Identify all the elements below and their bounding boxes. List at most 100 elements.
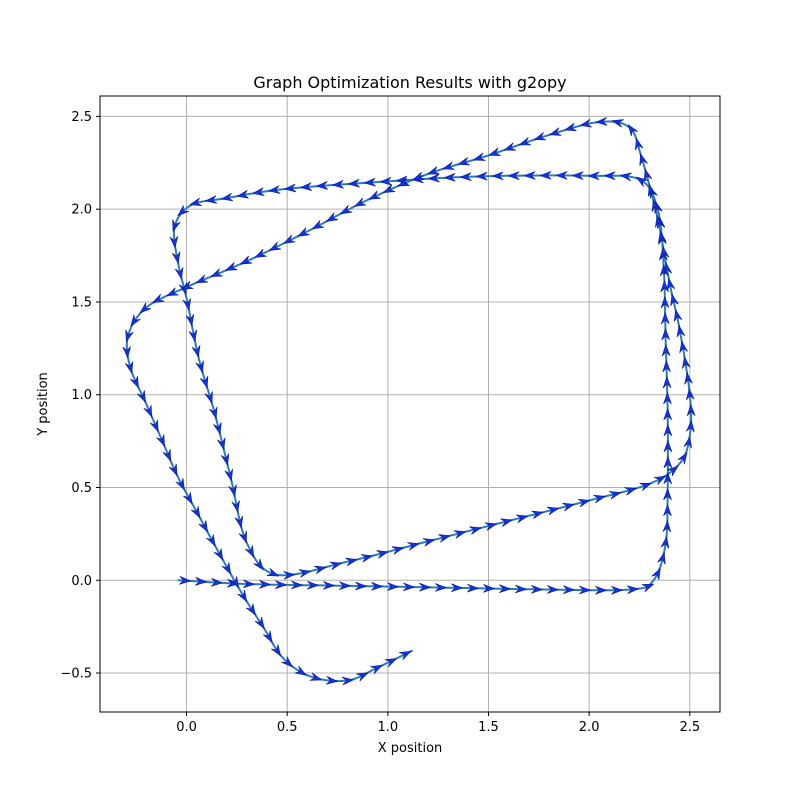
pose-arrow xyxy=(209,406,218,420)
y-tick-label: 1.5 xyxy=(71,295,92,310)
pose-arrow xyxy=(180,280,194,290)
pose-arrow xyxy=(488,147,501,156)
pose-arrow xyxy=(236,190,249,199)
pose-arrow xyxy=(407,542,420,551)
pose-arrow xyxy=(325,212,339,222)
pose-arrow xyxy=(593,494,607,504)
pose-arrow xyxy=(355,581,368,591)
pose-arrow xyxy=(587,171,600,181)
pose-arrow xyxy=(403,582,416,592)
pose-arrow xyxy=(139,302,152,314)
pose-arrow xyxy=(663,408,672,421)
x-tick-label: 0.5 xyxy=(277,720,298,735)
pose-arrow xyxy=(639,153,648,166)
pose-arrow xyxy=(467,583,480,593)
pose-arrow xyxy=(611,119,624,128)
pose-arrow xyxy=(426,166,440,175)
pose-arrow xyxy=(662,360,671,373)
pose-arrow xyxy=(297,227,310,237)
pose-arrow xyxy=(213,548,224,561)
pose-arrow xyxy=(472,152,486,161)
pose-arrow xyxy=(314,565,327,575)
pose-arrow xyxy=(651,199,661,212)
pose-arrow xyxy=(673,309,683,322)
pose-arrow xyxy=(595,586,608,595)
pose-arrow xyxy=(643,168,653,182)
pose-arrow xyxy=(435,583,448,592)
pose-arrow xyxy=(234,515,244,529)
pose-arrow xyxy=(210,578,224,587)
pose-arrow xyxy=(663,424,673,437)
y-tick-label: 0.5 xyxy=(71,481,92,496)
pose-arrow xyxy=(619,172,632,182)
pose-arrow xyxy=(221,562,232,575)
pose-arrow xyxy=(162,449,172,462)
pose-arrow xyxy=(245,545,255,558)
pose-arrow xyxy=(283,571,296,580)
pose-arrow xyxy=(266,567,280,577)
pose-arrow xyxy=(238,530,247,544)
pose-arrow xyxy=(662,376,672,389)
pose-arrow xyxy=(627,124,638,137)
pose-arrow xyxy=(252,187,265,196)
pose-arrow xyxy=(376,550,389,559)
pose-arrow xyxy=(353,197,367,207)
pose-arrow xyxy=(259,580,272,589)
pose-arrow xyxy=(686,403,696,417)
pose-arrow xyxy=(206,534,216,547)
pose-arrow xyxy=(191,345,201,358)
pose-arrow xyxy=(641,583,655,593)
pose-arrow xyxy=(379,176,392,186)
pose-arrow xyxy=(156,434,165,447)
pose-arrow xyxy=(253,558,264,571)
pose-arrow xyxy=(660,246,670,259)
pose-arrow xyxy=(677,451,688,465)
pose-arrow xyxy=(237,590,248,603)
pose-arrow xyxy=(624,487,638,496)
pose-arrow xyxy=(651,567,661,580)
pose-arrow xyxy=(670,293,679,307)
pose-arrow xyxy=(307,580,320,590)
x-tick-label: 1.5 xyxy=(478,720,499,735)
pose-arrow xyxy=(663,456,673,469)
pose-arrow xyxy=(503,142,516,151)
pose-arrow xyxy=(399,650,412,661)
pose-arrow xyxy=(189,197,202,206)
pose-arrow xyxy=(149,419,159,433)
pose-arrow xyxy=(419,582,432,592)
pose-arrow xyxy=(663,262,673,275)
pose-arrow xyxy=(659,264,669,277)
x-tick-label: 2.0 xyxy=(579,720,600,735)
pose-arrow xyxy=(491,171,504,181)
pose-arrow xyxy=(151,293,165,304)
pose-arrow xyxy=(124,361,134,374)
pose-arrow xyxy=(667,465,679,477)
y-axis-label: Y position xyxy=(36,372,51,437)
pose-arrow xyxy=(507,171,520,180)
pose-arrow xyxy=(579,119,592,128)
pose-arrow xyxy=(217,437,226,451)
pose-arrow xyxy=(666,277,676,291)
pose-arrow xyxy=(368,190,381,200)
pose-arrow xyxy=(660,296,670,309)
pose-arrow xyxy=(579,585,592,595)
y-tick-label: 1.0 xyxy=(71,388,92,403)
pose-arrow xyxy=(533,132,547,141)
pose-arrow xyxy=(282,234,296,244)
pose-arrow xyxy=(195,274,209,284)
pose-arrow xyxy=(243,579,256,589)
pose-arrow xyxy=(427,173,440,183)
pose-arrow xyxy=(518,137,532,146)
pose-arrow xyxy=(331,180,344,189)
pose-arrow xyxy=(275,580,288,589)
pose-arrow xyxy=(661,344,671,357)
pose-arrow xyxy=(299,182,313,191)
pose-arrow xyxy=(175,478,185,491)
pose-arrow xyxy=(384,658,398,668)
pose-arrow xyxy=(595,117,608,126)
pose-arrow xyxy=(210,268,223,277)
pose-arrow xyxy=(459,172,472,181)
pose-arrow xyxy=(639,482,653,491)
pose-arrow xyxy=(371,582,384,591)
pose-arrow xyxy=(531,585,544,594)
